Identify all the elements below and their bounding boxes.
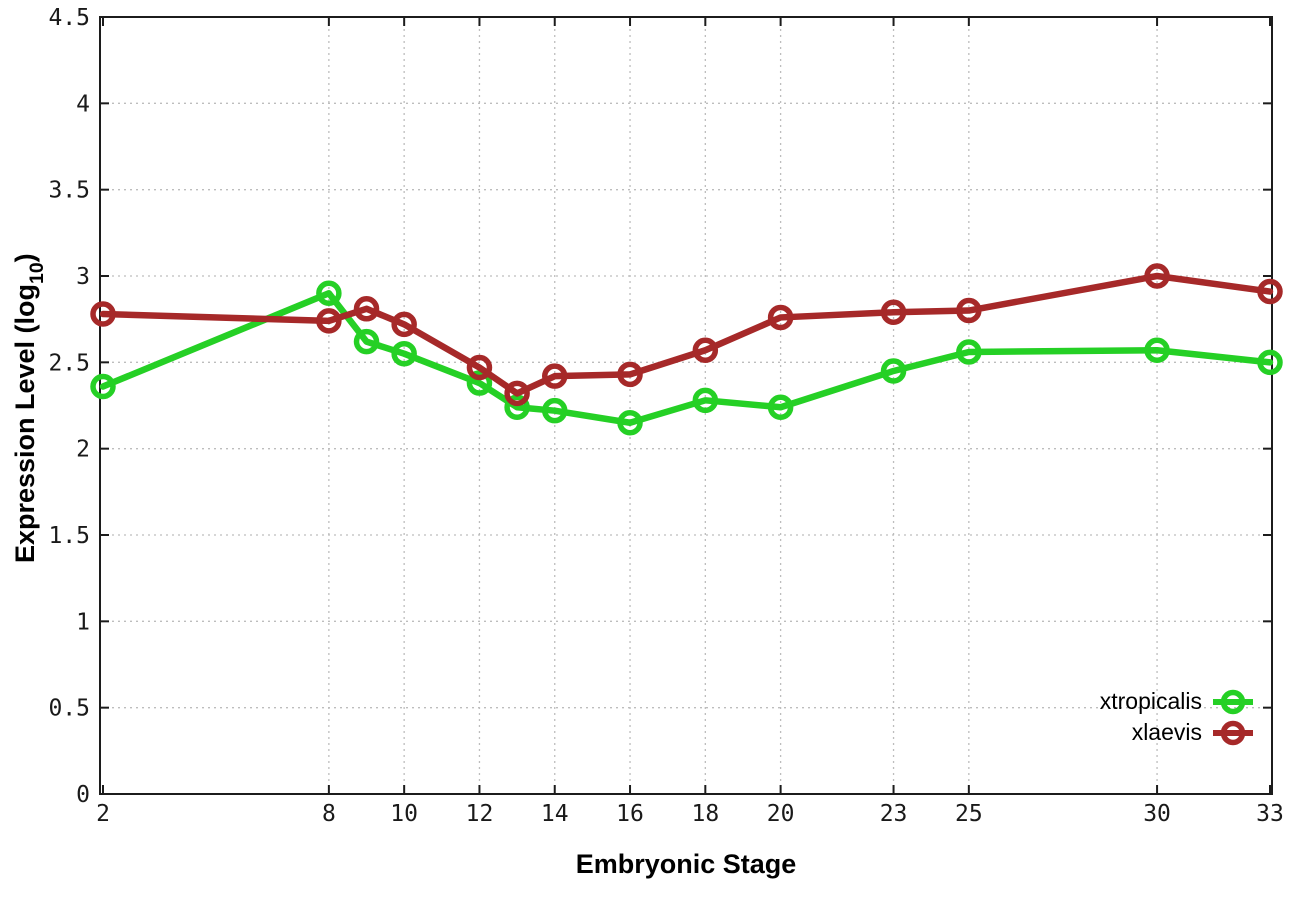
legend-marker-xtropicalis-icon — [1213, 689, 1253, 714]
x-tick-label: 33 — [1256, 801, 1284, 827]
data-point-xlaevis-25 — [956, 297, 982, 324]
legend: xtropicalis xlaevis — [1100, 686, 1254, 748]
data-point-xlaevis-2 — [90, 301, 116, 327]
series-line-xlaevis — [99, 272, 1274, 397]
x-tick-label: 2 — [96, 801, 110, 827]
data-point-xlaevis-33 — [1257, 278, 1283, 305]
x-tick-label: 8 — [322, 801, 336, 827]
data-point-xtropicalis-18 — [692, 387, 719, 414]
legend-item-xtropicalis: xtropicalis — [1100, 686, 1254, 717]
y-tick-label: 1 — [76, 609, 90, 635]
data-point-xtropicalis-2 — [90, 373, 116, 400]
data-point-xlaevis-9 — [353, 296, 380, 322]
x-tick-label: 14 — [541, 801, 569, 827]
y-tick-label: 0 — [76, 782, 90, 808]
legend-label-xlaevis: xlaevis — [1131, 719, 1202, 745]
x-tick-label: 20 — [767, 801, 795, 827]
y-tick-label: 0.5 — [48, 696, 90, 722]
data-point-xtropicalis-23 — [880, 358, 907, 384]
x-tick-label: 23 — [880, 801, 908, 827]
data-point-xlaevis-18 — [692, 337, 719, 363]
data-point-xlaevis-10 — [391, 311, 417, 338]
series-line-xtropicalis — [99, 290, 1274, 427]
data-point-xlaevis-23 — [880, 299, 907, 326]
x-tick-label: 16 — [616, 801, 644, 827]
x-tick-label: 30 — [1143, 801, 1171, 827]
x-tick-label: 25 — [955, 801, 983, 827]
data-point-xlaevis-13 — [504, 380, 530, 407]
data-point-xtropicalis-8 — [316, 280, 342, 307]
y-tick-label: 1.5 — [48, 523, 90, 549]
legend-item-xlaevis: xlaevis — [1100, 717, 1254, 748]
data-point-xlaevis-8 — [316, 308, 342, 334]
data-point-xtropicalis-14 — [541, 397, 568, 424]
legend-marker-xlaevis-icon — [1213, 720, 1253, 745]
y-tick-label: 4.5 — [48, 5, 90, 31]
y-axis-title-suffix: ) — [9, 253, 40, 263]
data-point-xtropicalis-12 — [466, 370, 493, 396]
data-point-xtropicalis-20 — [767, 394, 794, 420]
data-point-xtropicalis-25 — [956, 339, 982, 365]
y-tick-label: 3 — [76, 264, 90, 290]
legend-label-xtropicalis: xtropicalis — [1099, 688, 1202, 714]
plot-border — [99, 16, 1273, 795]
data-point-xtropicalis-10 — [391, 340, 417, 367]
x-tick-label: 18 — [691, 801, 719, 827]
y-tick-label: 2.5 — [48, 350, 90, 376]
data-point-xlaevis-20 — [767, 304, 794, 331]
y-axis-title-text: Expression Level (log — [9, 283, 40, 564]
data-point-xtropicalis-33 — [1257, 349, 1283, 376]
data-point-xlaevis-16 — [617, 361, 643, 388]
y-axis-title-subscript: 10 — [26, 262, 49, 284]
y-axis-title: Expression Level (log10) — [9, 18, 49, 798]
data-point-xlaevis-30 — [1144, 263, 1170, 289]
x-axis-title: Embryonic Stage — [575, 849, 797, 879]
x-tick-label: 10 — [390, 801, 418, 827]
y-tick-label: 2 — [76, 437, 90, 463]
data-point-xtropicalis-30 — [1144, 337, 1170, 363]
y-tick-label: 3.5 — [48, 178, 90, 204]
data-point-xlaevis-14 — [541, 363, 568, 389]
data-point-xtropicalis-9 — [353, 328, 380, 355]
data-point-xlaevis-12 — [466, 354, 493, 381]
y-tick-label: 4 — [76, 91, 90, 117]
data-point-xtropicalis-16 — [617, 410, 643, 436]
data-point-xtropicalis-13 — [504, 394, 530, 420]
x-tick-label: 12 — [466, 801, 494, 827]
